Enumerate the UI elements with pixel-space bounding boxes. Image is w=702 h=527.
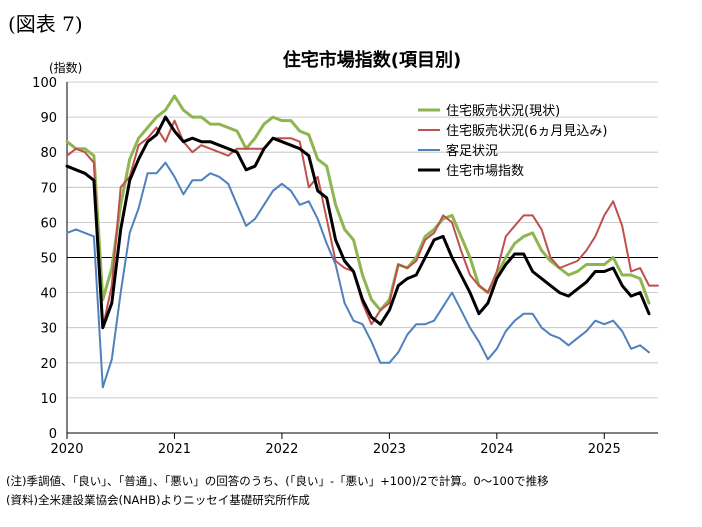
series-line-3 bbox=[66, 161, 650, 389]
notes-block: (注)季調値、「良い」、「普通」、「悪い」の回答のうち、(「良い」-「悪い」+1… bbox=[6, 472, 549, 510]
y-tick-label: 10 bbox=[40, 392, 57, 407]
series-line-1 bbox=[65, 94, 651, 312]
series-line-4 bbox=[65, 115, 651, 330]
tick-labels: 0 10 20 30 40 50 60 70 80 90 100 2020 2021 2022 2023 20… bbox=[32, 76, 621, 457]
footnote: (注)季調値、「良い」、「普通」、「悪い」の回答のうち、(「良い」-「悪い」+1… bbox=[6, 474, 549, 488]
y-tick-label: 40 bbox=[40, 287, 57, 302]
series-line-2 bbox=[66, 119, 659, 329]
y-tick-label: 90 bbox=[40, 111, 57, 126]
legend-label: 住宅販売状況(6ヵ月見込み) bbox=[446, 123, 607, 139]
y-tick-label: 0 bbox=[49, 427, 57, 442]
x-tick-label: 2024 bbox=[480, 442, 513, 457]
y-tick-label: 50 bbox=[40, 252, 57, 267]
y-tick-label: 80 bbox=[40, 146, 57, 161]
x-tick-label: 2023 bbox=[373, 442, 406, 457]
y-tick-label: 20 bbox=[40, 357, 57, 372]
figure-label: (図表 7) bbox=[8, 12, 83, 36]
line-chart: 住宅市場指数(項目別) (指数) 0 10 20 30 40 50 60 70 80 90 100 2… bbox=[32, 49, 659, 457]
x-tick-label: 2025 bbox=[588, 442, 621, 457]
y-tick-label: 30 bbox=[40, 322, 57, 337]
y-tick-label: 100 bbox=[32, 76, 57, 91]
chart-title: 住宅市場指数(項目別) bbox=[283, 49, 461, 71]
x-tick-label: 2020 bbox=[50, 442, 83, 457]
y-axis-label: (指数) bbox=[49, 60, 82, 75]
source-note: (資料)全米建設業協会(NAHB)よりニッセイ基礎研究所作成 bbox=[6, 493, 310, 507]
y-tick-label: 70 bbox=[40, 181, 57, 196]
series-lines bbox=[65, 94, 659, 389]
x-tick-label: 2021 bbox=[158, 442, 191, 457]
legend-label: 客足状況 bbox=[446, 143, 498, 159]
legend-label: 住宅販売状況(現状) bbox=[446, 103, 560, 119]
legend-label: 住宅市場指数 bbox=[446, 163, 524, 179]
y-tick-label: 60 bbox=[40, 216, 57, 231]
x-tick-label: 2022 bbox=[265, 442, 298, 457]
